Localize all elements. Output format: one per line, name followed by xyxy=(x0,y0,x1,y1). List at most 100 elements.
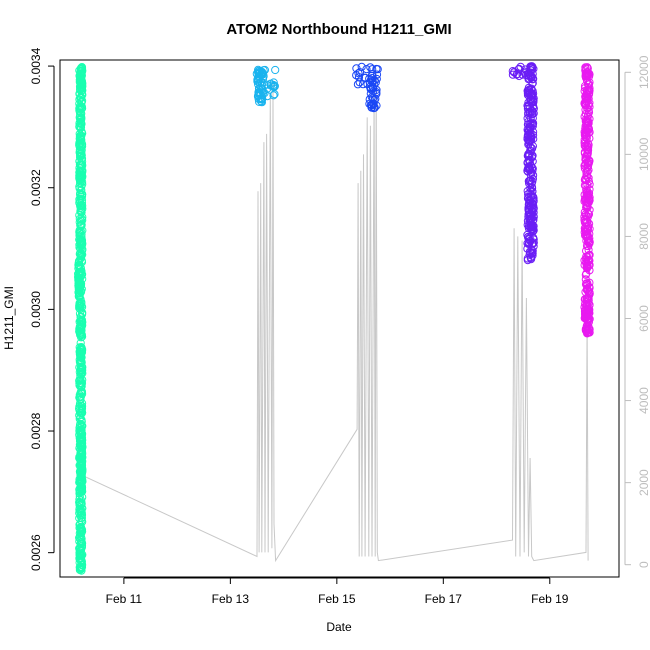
data-point xyxy=(514,64,524,73)
data-point xyxy=(77,533,86,542)
data-point xyxy=(269,91,278,100)
data-point xyxy=(76,279,85,288)
data-point xyxy=(76,344,85,353)
data-point xyxy=(78,216,87,225)
data-point xyxy=(75,218,84,227)
x-tick-label: Feb 15 xyxy=(318,592,356,606)
data-point xyxy=(76,522,86,532)
data-point xyxy=(357,62,366,72)
y-axis-right: 0 2000 4000 6000 8000 10000 12000 xyxy=(624,55,650,568)
data-point xyxy=(525,156,534,165)
data-point xyxy=(76,72,85,81)
data-point xyxy=(76,248,85,257)
data-point xyxy=(77,429,86,438)
data-point xyxy=(526,202,535,211)
data-point xyxy=(583,86,592,95)
data-point xyxy=(524,120,533,129)
y2-tick-label: 0 xyxy=(637,561,650,568)
y2-tick-label: 2000 xyxy=(637,469,650,496)
data-points xyxy=(74,62,594,575)
data-point xyxy=(524,69,533,78)
data-point xyxy=(524,203,533,213)
data-point xyxy=(76,174,85,183)
data-point xyxy=(77,367,86,376)
data-point xyxy=(528,248,537,257)
data-point xyxy=(76,134,86,143)
data-point xyxy=(528,75,537,84)
data-point xyxy=(524,140,533,149)
data-point xyxy=(529,224,538,234)
chart-title: ATOM2 Northbound H1211_GMI xyxy=(226,21,451,38)
data-point xyxy=(77,309,87,318)
data-point xyxy=(77,440,87,449)
data-point xyxy=(581,117,590,126)
data-point xyxy=(528,109,537,119)
data-point xyxy=(76,226,85,235)
y-axis-left: 0.0026 0.0028 0.0030 0.0032 0.0034 xyxy=(29,47,55,571)
data-point xyxy=(77,543,87,552)
data-point xyxy=(77,483,86,492)
y-tick-label: 0.0034 xyxy=(29,47,43,84)
data-point xyxy=(269,78,278,87)
data-point xyxy=(78,160,87,169)
data-point xyxy=(525,136,534,145)
data-point xyxy=(77,151,86,160)
y-axis-label: H1211_GMI xyxy=(2,286,16,350)
data-point xyxy=(75,195,84,204)
data-point xyxy=(368,82,377,91)
data-point xyxy=(524,151,533,160)
data-point xyxy=(353,80,362,89)
x-axis-label: Date xyxy=(326,620,352,634)
data-point xyxy=(523,164,533,173)
data-point xyxy=(583,263,592,272)
data-point xyxy=(354,69,363,78)
data-point xyxy=(584,222,593,231)
plot-area xyxy=(59,59,620,578)
data-point xyxy=(585,250,594,260)
data-point xyxy=(584,166,593,175)
data-point xyxy=(526,135,535,144)
data-point xyxy=(76,456,85,465)
data-point xyxy=(78,129,87,138)
data-point xyxy=(75,327,84,336)
data-point xyxy=(526,131,535,140)
data-point xyxy=(584,251,593,260)
y2-tick-label: 8000 xyxy=(637,223,650,250)
data-point xyxy=(354,73,364,82)
data-point xyxy=(583,257,593,266)
data-point xyxy=(75,555,84,564)
data-point xyxy=(527,62,536,71)
data-point xyxy=(581,294,590,304)
data-point xyxy=(582,241,592,250)
data-point xyxy=(516,62,525,71)
y-tick-label: 0.0028 xyxy=(29,412,43,449)
data-point xyxy=(584,189,593,198)
secondary-line xyxy=(79,72,589,563)
data-point xyxy=(580,135,589,144)
data-point xyxy=(582,164,591,173)
data-point xyxy=(255,69,264,78)
data-point xyxy=(525,126,534,135)
data-point xyxy=(582,120,591,130)
data-point xyxy=(370,103,379,113)
data-point xyxy=(76,207,85,217)
y-tick-label: 0.0026 xyxy=(29,534,43,571)
data-point xyxy=(77,233,86,242)
data-point xyxy=(581,275,590,284)
data-point xyxy=(76,80,85,90)
y2-tick-label: 4000 xyxy=(637,387,650,414)
data-point xyxy=(528,106,537,116)
data-point xyxy=(77,185,86,194)
data-point xyxy=(529,222,538,231)
data-point xyxy=(78,302,87,312)
data-point xyxy=(77,348,86,357)
data-point xyxy=(581,310,590,319)
data-point xyxy=(76,237,86,246)
data-point xyxy=(76,124,85,133)
data-point xyxy=(254,80,263,89)
data-point xyxy=(355,68,365,77)
data-point xyxy=(78,274,87,284)
data-point xyxy=(75,168,84,177)
data-point xyxy=(75,290,84,300)
data-point xyxy=(523,114,532,123)
